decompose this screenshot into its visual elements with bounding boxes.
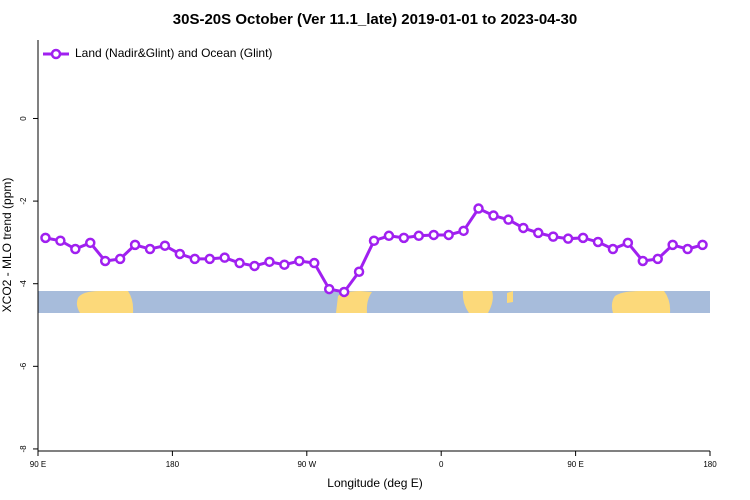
data-point xyxy=(189,253,201,265)
chart-title: 30S-20S October (Ver 11.1_late) 2019-01-… xyxy=(173,11,577,28)
data-point xyxy=(592,236,604,248)
data-point xyxy=(55,235,66,246)
data-point xyxy=(219,252,230,263)
data-point xyxy=(174,248,186,260)
x-tick-label: 180 xyxy=(703,460,717,469)
ocean-band xyxy=(38,291,710,313)
y-tick-label: -2 xyxy=(19,197,28,205)
data-point xyxy=(294,255,305,267)
data-point xyxy=(234,257,245,269)
x-tick-label: 90 W xyxy=(297,460,316,469)
data-point xyxy=(577,232,589,244)
data-point xyxy=(114,253,126,265)
x-tick-label: 0 xyxy=(439,460,444,469)
data-point xyxy=(682,243,693,255)
data-point xyxy=(637,255,649,267)
y-tick-label: -8 xyxy=(19,445,28,453)
data-point xyxy=(99,255,111,267)
data-point xyxy=(264,256,275,268)
data-point xyxy=(607,243,619,255)
land-blob xyxy=(611,291,671,313)
data-point xyxy=(473,203,484,214)
data-point xyxy=(70,243,81,255)
data-point xyxy=(503,214,514,225)
data-point xyxy=(309,257,320,269)
y-axis-label: XCO2 - MLO trend (ppm) xyxy=(0,178,14,313)
data-point xyxy=(443,229,454,241)
y-tick-label: -6 xyxy=(19,362,28,370)
x-tick-label: 180 xyxy=(166,460,180,469)
data-point xyxy=(458,225,469,237)
land-blob xyxy=(462,291,493,313)
legend-label: Land (Nadir&Glint) and Ocean (Glint) xyxy=(75,46,272,60)
data-point xyxy=(368,235,380,246)
data-point xyxy=(249,260,260,272)
data-point xyxy=(533,227,544,239)
data-point xyxy=(667,239,678,251)
data-point xyxy=(383,230,395,242)
data-point xyxy=(129,239,141,251)
land-blob xyxy=(507,291,513,303)
legend-marker xyxy=(50,48,62,60)
data-point xyxy=(40,232,51,244)
data-point xyxy=(398,232,410,244)
land-ocean-strip xyxy=(38,291,710,313)
y-tick-label: 0 xyxy=(19,116,28,121)
data-point xyxy=(488,210,499,221)
data-point xyxy=(413,230,425,242)
data-point xyxy=(204,253,215,265)
data-point xyxy=(323,283,335,295)
y-tick-label: -4 xyxy=(19,280,28,288)
data-point xyxy=(279,259,290,270)
data-point xyxy=(338,286,350,298)
series-line xyxy=(45,206,703,294)
data-point xyxy=(428,229,439,241)
x-tick-label: 90 E xyxy=(30,460,46,469)
data-point xyxy=(652,253,663,265)
x-axis-label: Longitude (deg E) xyxy=(327,476,422,490)
data-point xyxy=(622,237,634,249)
data-point xyxy=(562,233,574,244)
data-point xyxy=(85,237,96,249)
data-point xyxy=(159,240,171,251)
data-point xyxy=(518,222,529,234)
x-tick-label: 90 E xyxy=(567,460,583,469)
data-point xyxy=(144,243,156,255)
data-point xyxy=(547,231,559,242)
land-blob xyxy=(76,291,134,313)
data-point xyxy=(697,239,708,251)
data-point xyxy=(353,266,365,277)
